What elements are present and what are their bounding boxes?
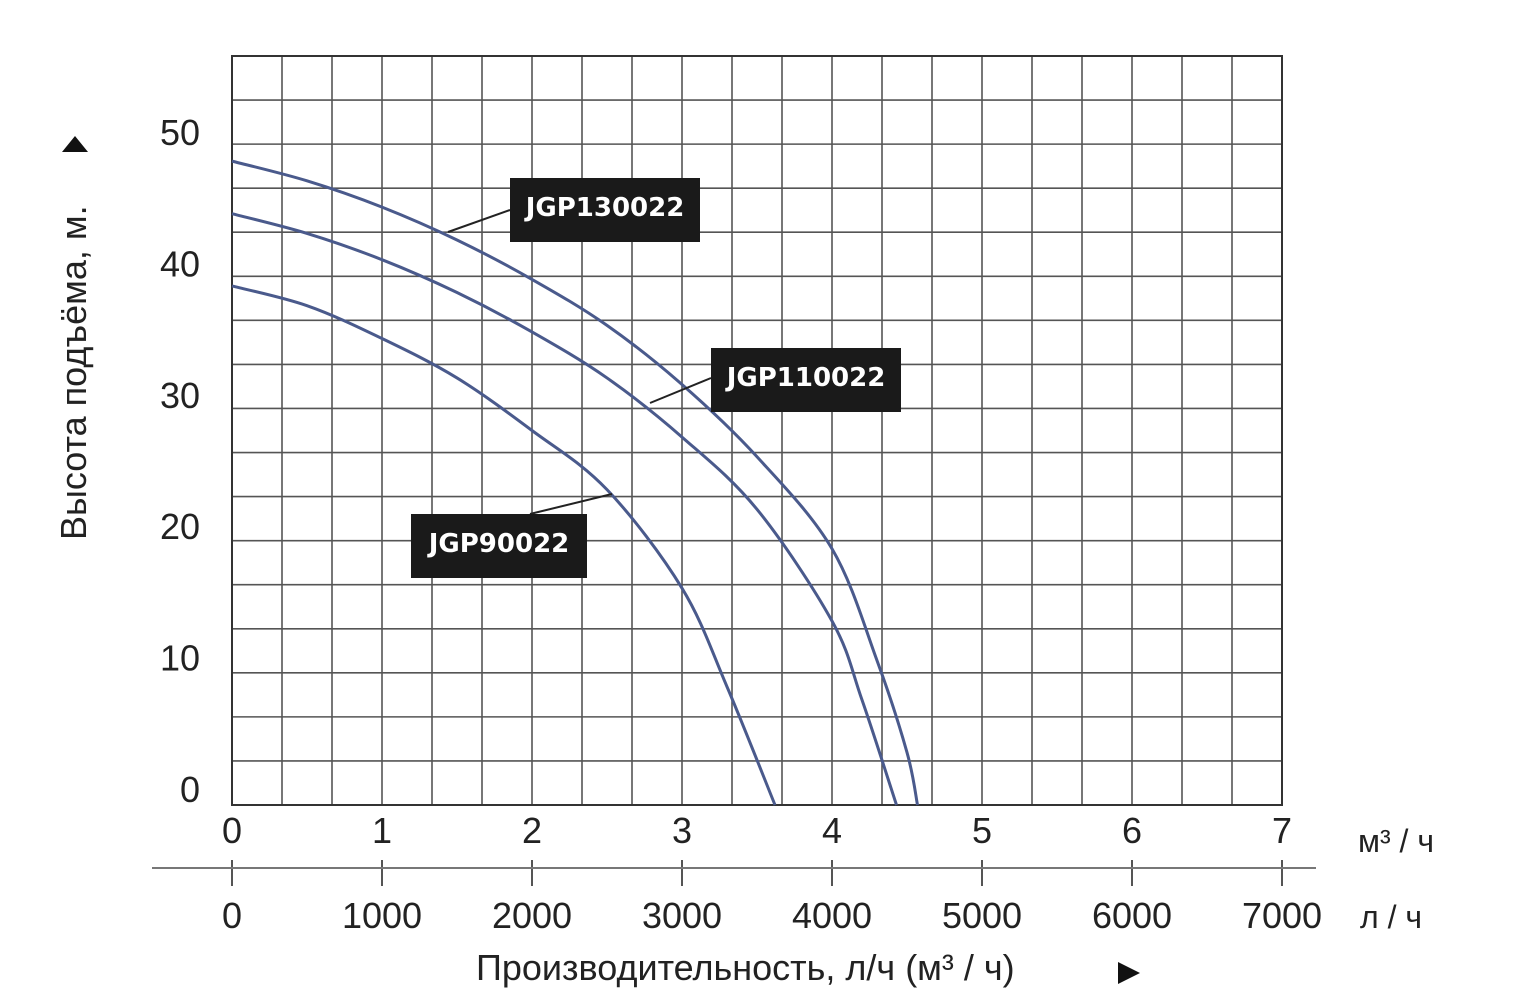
x-tick-label-lh: 1000 bbox=[342, 895, 422, 936]
leader-line-jgp110022 bbox=[649, 377, 712, 404]
series-label-jgp110022: JGP110022 bbox=[725, 363, 886, 393]
y-axis-arrow-icon bbox=[62, 136, 88, 152]
leader-line-jgp130022 bbox=[447, 209, 511, 233]
x-tick-label-m3h: 1 bbox=[372, 810, 392, 851]
series-line-jgp90022 bbox=[231, 284, 777, 806]
series-line-jgp110022 bbox=[231, 212, 898, 806]
y-tick-labels: 0 10 20 30 40 50 bbox=[160, 112, 200, 810]
series-layer bbox=[231, 159, 919, 806]
x-axis-arrow-icon bbox=[1118, 962, 1140, 984]
y-tick-label: 10 bbox=[160, 638, 200, 679]
y-axis-title: Высота подъёма, м. bbox=[53, 205, 94, 540]
y-tick-label: 40 bbox=[160, 243, 200, 284]
y-axis-title-group: Высота подъёма, м. bbox=[53, 136, 94, 540]
x-tick-label-m3h: 4 bbox=[822, 810, 842, 851]
series-label-box-jgp130022 bbox=[510, 178, 700, 242]
x-tick-label-lh: 3000 bbox=[642, 895, 722, 936]
series-label-jgp130022: JGP130022 bbox=[524, 193, 685, 223]
x-tick-label-lh: 6000 bbox=[1092, 895, 1172, 936]
series-label-jgp90022: JGP90022 bbox=[427, 529, 570, 559]
unit-m3h: м³ / ч bbox=[1358, 823, 1434, 859]
series-label-box-jgp90022 bbox=[411, 514, 587, 578]
y-tick-label: 20 bbox=[160, 506, 200, 547]
series-labels: JGP130022 JGP110022 JGP90022 bbox=[411, 178, 901, 578]
x-tick-label-m3h: 6 bbox=[1122, 810, 1142, 851]
x-tick-label-lh: 5000 bbox=[942, 895, 1022, 936]
x-tick-labels-lh: 0 1000 2000 3000 4000 5000 6000 7000 bbox=[222, 860, 1322, 936]
x-tick-label-lh: 0 bbox=[222, 895, 242, 936]
x-axis-title: Производительность, л/ч (м³ / ч) bbox=[476, 947, 1015, 988]
x-tick-label-m3h: 5 bbox=[972, 810, 992, 851]
x-tick-label-lh: 4000 bbox=[792, 895, 872, 936]
plot-border bbox=[231, 55, 1283, 806]
x-tick-labels-m3h: 0 1 2 3 4 5 6 7 bbox=[222, 810, 1292, 851]
x-tick-label-lh: 7000 bbox=[1242, 895, 1322, 936]
x-tick-label-m3h: 7 bbox=[1272, 810, 1292, 851]
leader-line-jgp90022 bbox=[529, 493, 613, 515]
x-tick-label-m3h: 3 bbox=[672, 810, 692, 851]
chart-grid bbox=[231, 55, 1283, 806]
y-tick-label: 30 bbox=[160, 375, 200, 416]
x-tick-label-lh: 2000 bbox=[492, 895, 572, 936]
series-line-jgp130022 bbox=[231, 159, 919, 806]
x-tick-label-m3h: 0 bbox=[222, 810, 242, 851]
unit-lh: л / ч bbox=[1360, 899, 1422, 935]
y-tick-label: 0 bbox=[180, 769, 200, 810]
x-tick-label-m3h: 2 bbox=[522, 810, 542, 851]
plot-frame bbox=[231, 55, 1283, 806]
series-label-box-jgp110022 bbox=[711, 348, 901, 412]
y-tick-label: 50 bbox=[160, 112, 200, 153]
